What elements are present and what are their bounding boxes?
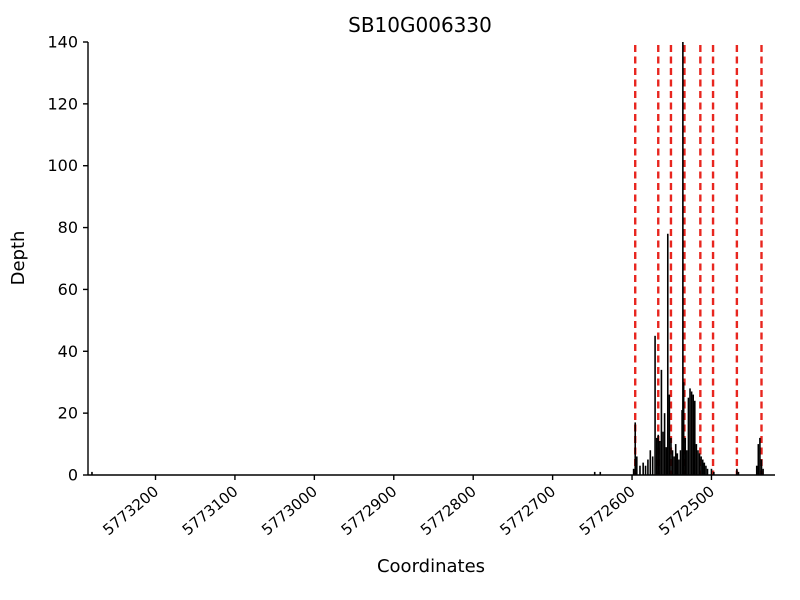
- depth-bar: [703, 462, 706, 475]
- depth-bar: [636, 456, 638, 475]
- depth-bar: [674, 444, 677, 475]
- depth-bar: [682, 42, 684, 475]
- chart-title: SB10G006330: [348, 13, 492, 37]
- depth-bar: [676, 453, 679, 475]
- depth-bar: [737, 471, 740, 475]
- depth-bar: [713, 471, 715, 475]
- depth-bar: [651, 456, 654, 475]
- depth-bar: [762, 468, 764, 475]
- depth-bar: [686, 450, 688, 475]
- x-tick-label: 5772500: [655, 482, 718, 539]
- y-tick-label: 80: [58, 218, 78, 237]
- depth-bar: [757, 444, 760, 475]
- depth-bar: [684, 437, 687, 475]
- y-tick-label: 120: [47, 94, 78, 113]
- depth-bar: [701, 459, 704, 475]
- depth-bar: [736, 468, 738, 475]
- depth-bar: [649, 450, 652, 475]
- depth-bar: [682, 382, 685, 475]
- x-tick-label: 5773200: [99, 482, 162, 539]
- depth-bar: [632, 468, 635, 475]
- depth-bar: [679, 450, 682, 475]
- depth-bar: [666, 233, 669, 475]
- depth-bar: [593, 471, 596, 475]
- depth-bar: [710, 468, 713, 475]
- depth-bar: [697, 450, 699, 475]
- depth-bar: [698, 453, 701, 475]
- depth-bar: [695, 444, 698, 475]
- depth-bar: [655, 437, 658, 475]
- depth-bar: [599, 471, 602, 475]
- depth-bar: [668, 394, 671, 475]
- y-tick-label: 140: [47, 33, 78, 52]
- depth-bar: [689, 388, 691, 475]
- depth-bar: [760, 459, 763, 475]
- depth-bar: [671, 450, 674, 475]
- depth-bar: [687, 397, 690, 475]
- depth-bar: [693, 400, 696, 475]
- depth-bar: [755, 465, 758, 475]
- plot-area: 0 20 40 60 80 100 120 140 5773200 5773100 5773000 5…: [47, 33, 775, 539]
- y-axis-label: Depth: [8, 231, 29, 286]
- y-tick-label: 40: [58, 342, 78, 361]
- x-tick-label: 5773100: [179, 482, 242, 539]
- depth-bar: [678, 459, 680, 475]
- y-tick-label: 60: [58, 280, 78, 299]
- depth-bar: [642, 462, 644, 475]
- depth-bar: [665, 447, 667, 475]
- depth-bar: [644, 465, 647, 475]
- x-tick-label: 5772700: [496, 482, 559, 539]
- depth-bar: [662, 431, 664, 475]
- depth-bar: [663, 413, 666, 475]
- y-tick-label: 20: [58, 404, 78, 423]
- depth-bar: [639, 465, 641, 475]
- x-tick-label: 5772600: [576, 482, 639, 539]
- depth-bar: [705, 465, 707, 475]
- depth-bar: [673, 456, 675, 475]
- depth-bar: [660, 369, 663, 475]
- y-tick-label: 0: [68, 466, 78, 485]
- depth-bar: [670, 437, 672, 475]
- depth-bar: [690, 391, 693, 475]
- depth-bar: [91, 471, 93, 475]
- depth-bar: [657, 434, 660, 475]
- depth-bar: [692, 394, 694, 475]
- depth-bar: [634, 422, 637, 475]
- depth-bar: [759, 437, 761, 475]
- x-tick-label: 5773000: [258, 482, 321, 539]
- depth-bar: [700, 456, 702, 475]
- depth-bar: [654, 335, 656, 475]
- y-tick-label: 100: [47, 156, 78, 175]
- depth-bar: [647, 459, 649, 475]
- depth-bar: [659, 440, 661, 475]
- x-tick-label: 5772800: [417, 482, 480, 539]
- x-axis-label: Coordinates: [377, 556, 485, 577]
- x-tick-label: 5772900: [338, 482, 401, 539]
- depth-bar: [706, 468, 709, 475]
